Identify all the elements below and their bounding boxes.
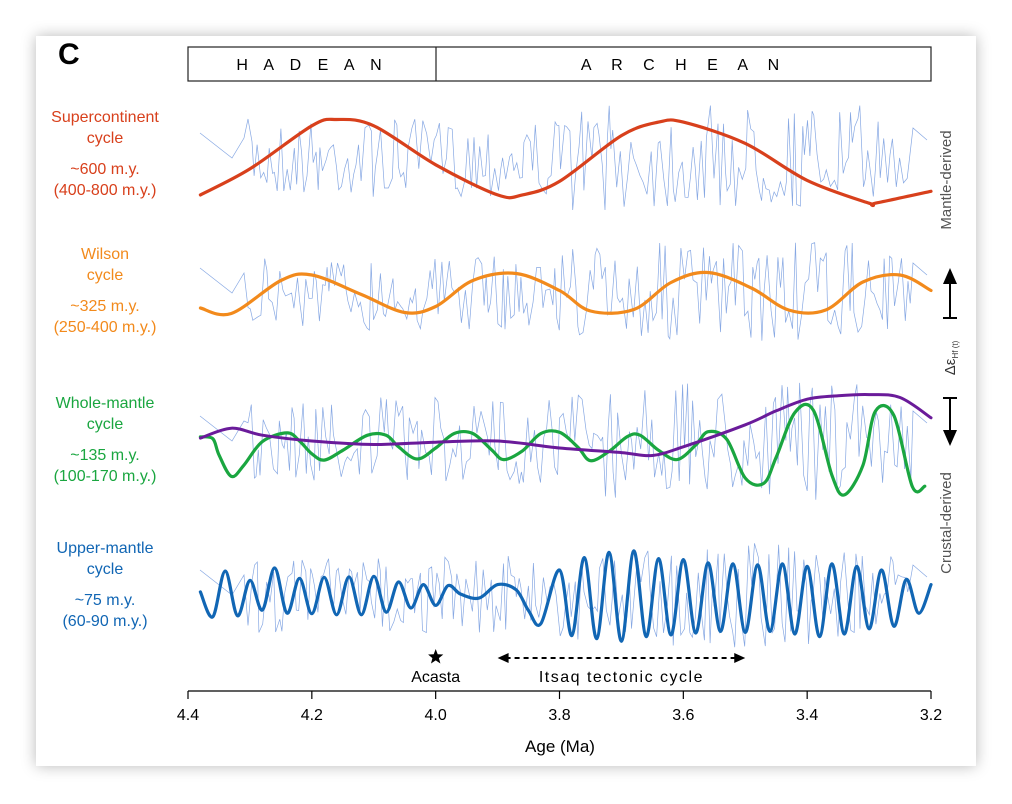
delta-epsilon-label: ΔεHf (t) (942, 340, 960, 375)
cycle-range: (400-800 m.y.) (53, 182, 157, 199)
x-tick-label: 3.4 (796, 707, 818, 724)
cycle-period: ~325 m.y. (70, 298, 140, 315)
noise-layer (199, 105, 928, 648)
cycle-range: (100-170 m.y.) (53, 468, 157, 485)
cycle-title-line2: cycle (86, 267, 124, 284)
cycle-label-wilson: Wilson cycle ~325 m.y. (250-400 m.y.) (20, 244, 190, 338)
panel-letter: C (58, 38, 80, 71)
arrow-up-icon (943, 268, 957, 284)
cycle-title-line1: Wilson (80, 246, 129, 263)
upper-mantle-cycle-line (198, 549, 933, 643)
cycle-period: ~600 m.y. (70, 161, 140, 178)
wilson-cycle-line (198, 270, 933, 317)
era-label-archean: A R C H E A N (581, 57, 787, 74)
acasta-label: Acasta (411, 669, 460, 686)
series-layer (198, 117, 933, 643)
crustal-derived-label: Crustal-derived (938, 472, 955, 574)
cycle-title-line1: Whole-mantle (55, 395, 155, 412)
noise-trace-4 (199, 543, 928, 648)
cycle-range: (60-90 m.y.) (62, 613, 148, 630)
x-tick-label: 4.0 (425, 707, 447, 724)
delta-subscript: Hf (t) (951, 340, 960, 358)
era-label-hadean: H A D E A N (236, 57, 387, 74)
annotation-layer: Acasta Itsaq tectonic cycle (411, 649, 746, 686)
x-tick-label: 3.2 (920, 707, 942, 724)
right-axis: Mantle-derived Crustal-derived ΔεHf (t) (938, 130, 960, 573)
noise-trace-2 (199, 242, 928, 341)
x-axis: Age (Ma) 4.4 4.2 4.0 3.8 3.6 3.4 3.2 (177, 690, 942, 756)
cycle-label-supercontinent: Supercontinent cycle ~600 m.y. (400-800 … (20, 107, 190, 201)
itsaq-label: Itsaq tectonic cycle (539, 669, 704, 686)
cycle-period: ~135 m.y. (70, 447, 140, 464)
cycle-label-whole-mantle: Whole-mantle cycle ~135 m.y. (100-170 m.… (20, 393, 190, 487)
whole-mantle-cycle-line (198, 402, 927, 497)
supercontinent-cycle-line (198, 117, 933, 208)
cycle-title-line1: Upper-mantle (56, 540, 154, 557)
cycle-period: ~75 m.y. (74, 592, 136, 609)
arrow-down-icon (943, 430, 957, 446)
noise-trace-1 (199, 105, 928, 211)
noise-trace-3 (199, 382, 928, 500)
x-tick-label: 3.6 (672, 707, 694, 724)
delta-symbol: Δε (942, 358, 959, 375)
x-axis-label: Age (Ma) (525, 737, 595, 756)
cycle-title-line2: cycle (86, 416, 124, 433)
star-icon (428, 649, 444, 664)
cycle-title-line2: cycle (86, 130, 124, 147)
x-tick-label: 3.8 (548, 707, 570, 724)
cycle-title-line2: cycle (86, 561, 124, 578)
cycle-range: (250-400 m.y.) (53, 319, 157, 336)
cycle-title-line1: Supercontinent (51, 109, 159, 126)
cycle-label-upper-mantle: Upper-mantle cycle ~75 m.y. (60-90 m.y.) (20, 538, 190, 632)
era-bar (187, 46, 932, 82)
x-tick-label: 4.4 (177, 707, 199, 724)
x-tick-label: 4.2 (301, 707, 323, 724)
arrow-left-icon (497, 653, 509, 663)
figure-card (36, 36, 976, 766)
mean-trend-line (198, 393, 933, 458)
mantle-derived-label: Mantle-derived (938, 130, 955, 229)
arrow-right-icon (734, 653, 746, 663)
